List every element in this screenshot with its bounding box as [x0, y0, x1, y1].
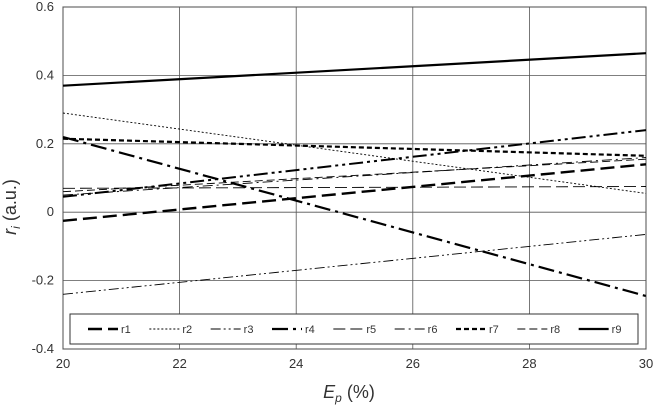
- x-tick-label: 30: [639, 356, 653, 371]
- series-line-r9: [62, 52, 647, 87]
- legend-label-r9: r9: [612, 324, 622, 336]
- legend: r1 r2 r3 r4 r5 r6 r7 r8 r9: [69, 313, 639, 345]
- x-tick-label: 24: [289, 356, 303, 371]
- series-line-r3: [62, 233, 647, 295]
- grid: [62, 6, 647, 350]
- series-line-r5: [62, 186, 647, 189]
- series-line-r4b: [62, 129, 647, 198]
- y-tick-label: -0.4: [32, 341, 54, 356]
- y-tick-label: 0.6: [36, 0, 54, 14]
- y-axis-label: ri (a.u.): [0, 179, 23, 235]
- series-line-r1: [62, 163, 647, 222]
- x-tick-label: 20: [56, 356, 70, 371]
- legend-label-r6: r6: [428, 324, 438, 336]
- legend-label-r7: r7: [489, 324, 499, 336]
- series-line-r6: [62, 157, 647, 196]
- series-layer: [62, 52, 647, 298]
- legend-label-r8: r8: [550, 324, 560, 336]
- y-tick-label: 0: [47, 204, 54, 219]
- legend-label-r3: r3: [244, 324, 254, 336]
- x-axis-label: Ep (%): [323, 382, 375, 405]
- legend-label-r4: r4: [305, 324, 315, 336]
- y-tick-label: -0.2: [32, 273, 54, 288]
- x-tick-label: 26: [406, 356, 420, 371]
- x-tick-label: 22: [172, 356, 186, 371]
- y-tick-label: 0.2: [36, 136, 54, 151]
- legend-label-r1: r1: [121, 324, 131, 336]
- y-tick-label: 0.4: [36, 67, 54, 82]
- legend-label-r5: r5: [366, 324, 376, 336]
- series-line-r7: [62, 137, 647, 157]
- legend-label-r2: r2: [182, 324, 192, 336]
- x-tick-label: 28: [522, 356, 536, 371]
- tick-labels: 20 22 24 26 28 30 -0.4 -0.2 0 0.2 0.4 0.6: [32, 0, 654, 371]
- plot-frame: [62, 6, 647, 350]
- series-line-r4: [62, 135, 647, 298]
